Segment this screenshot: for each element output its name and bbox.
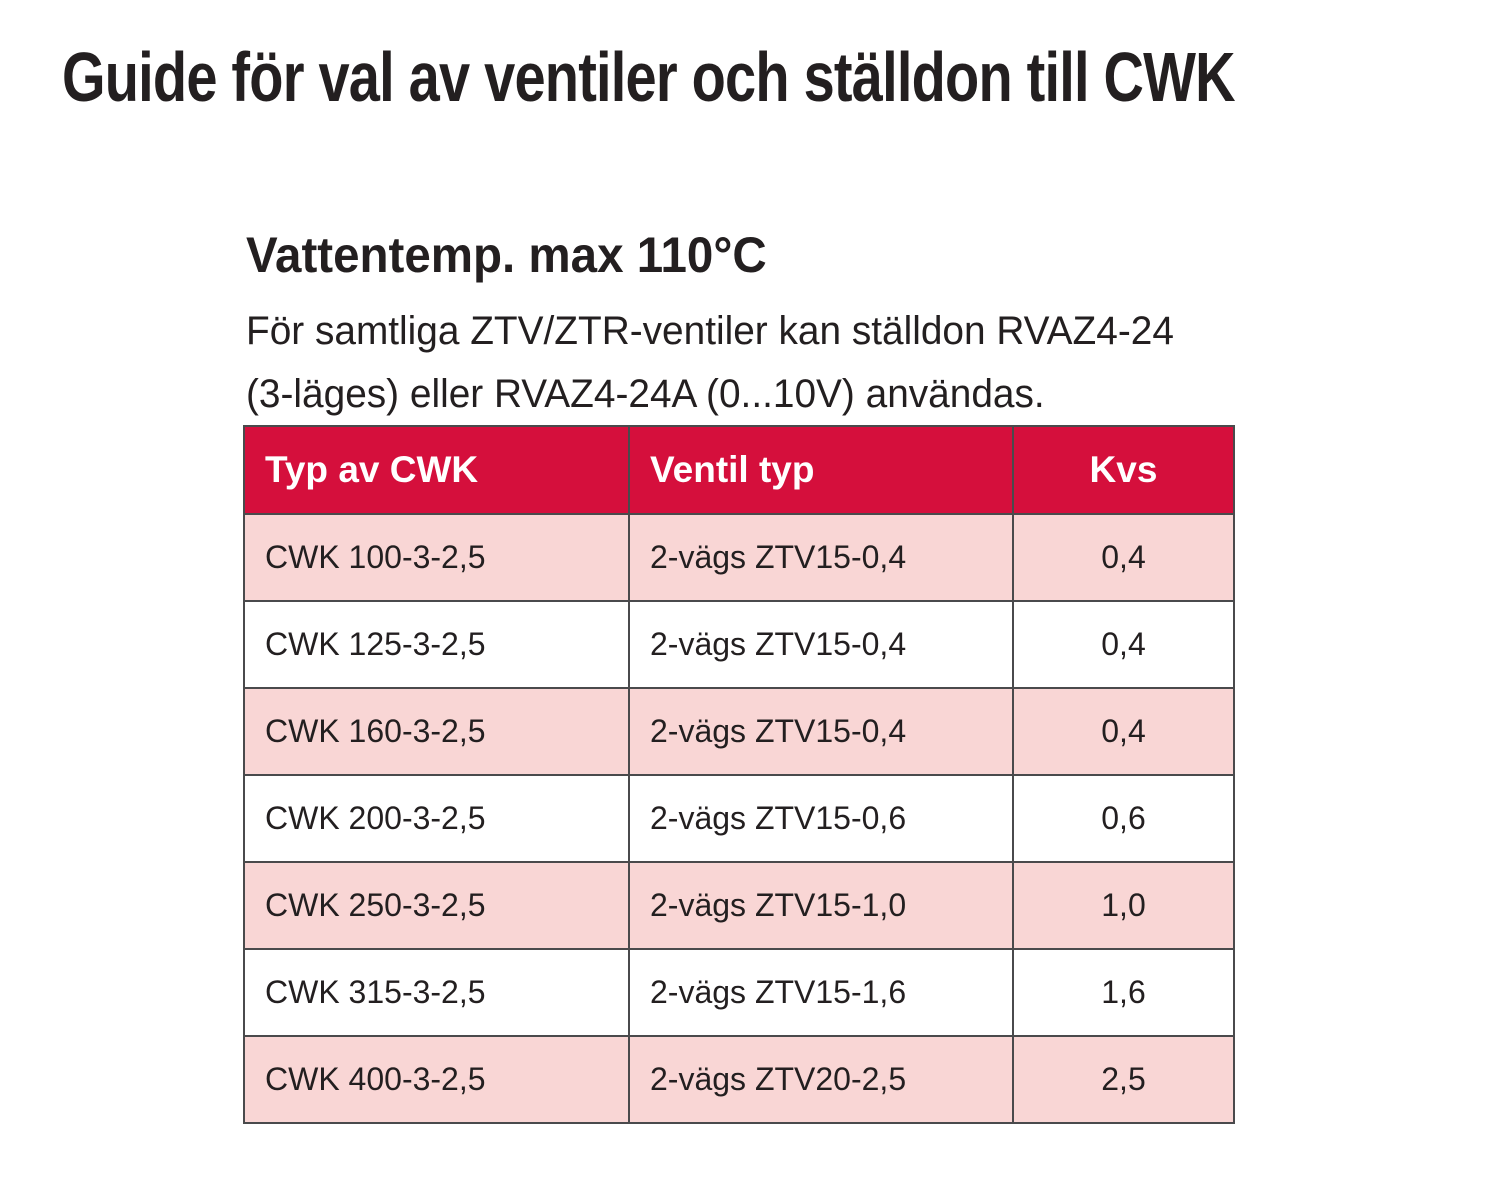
table-row: CWK 250-3-2,5 2-vägs ZTV15-1,0 1,0 [243, 861, 1235, 950]
column-header-kvs: Kvs [1012, 425, 1235, 515]
cell-kvs: 1,0 [1012, 861, 1235, 950]
cell-valve-type: 2-vägs ZTV15-0,4 [628, 600, 1014, 689]
cell-kvs: 0,6 [1012, 774, 1235, 863]
table-body: CWK 100-3-2,5 2-vägs ZTV15-0,4 0,4 CWK 125-… [243, 513, 1235, 1124]
table-row: CWK 100-3-2,5 2-vägs ZTV15-0,4 0,4 [243, 513, 1235, 602]
cell-kvs: 0,4 [1012, 513, 1235, 602]
cell-cwk-type: CWK 125-3-2,5 [243, 600, 630, 689]
cell-kvs: 1,6 [1012, 948, 1235, 1037]
cell-valve-type: 2-vägs ZTV15-0,4 [628, 513, 1014, 602]
cell-valve-type: 2-vägs ZTV15-1,6 [628, 948, 1014, 1037]
column-header-cwk-type: Typ av CWK [243, 425, 630, 515]
intro-line-1: För samtliga ZTV/ZTR-ventiler kan ställd… [246, 309, 1174, 353]
cell-kvs: 2,5 [1012, 1035, 1235, 1124]
valve-selection-table: Typ av CWK Ventil typ Kvs CWK 100-3-2,5 2… [243, 425, 1235, 1124]
header-row: Typ av CWK Ventil typ Kvs [243, 425, 1235, 515]
cell-cwk-type: CWK 400-3-2,5 [243, 1035, 630, 1124]
table-row: CWK 200-3-2,5 2-vägs ZTV15-0,6 0,6 [243, 774, 1235, 863]
table-row: CWK 400-3-2,5 2-vägs ZTV20-2,5 2,5 [243, 1035, 1235, 1124]
table-row: CWK 315-3-2,5 2-vägs ZTV15-1,6 1,6 [243, 948, 1235, 1037]
cell-valve-type: 2-vägs ZTV15-0,4 [628, 687, 1014, 776]
intro-line-2: (3-läges) eller RVAZ4-24A (0...10V) anvä… [246, 372, 1045, 416]
cell-valve-type: 2-vägs ZTV15-0,6 [628, 774, 1014, 863]
page-title: Guide för val av ventiler och ställdon t… [62, 38, 1236, 116]
cell-cwk-type: CWK 160-3-2,5 [243, 687, 630, 776]
cell-cwk-type: CWK 250-3-2,5 [243, 861, 630, 950]
section-heading: Vattentemp. max 110°C [246, 227, 767, 283]
cell-valve-type: 2-vägs ZTV15-1,0 [628, 861, 1014, 950]
cell-valve-type: 2-vägs ZTV20-2,5 [628, 1035, 1014, 1124]
table-row: CWK 160-3-2,5 2-vägs ZTV15-0,4 0,4 [243, 687, 1235, 776]
cell-cwk-type: CWK 315-3-2,5 [243, 948, 630, 1037]
cell-kvs: 0,4 [1012, 600, 1235, 689]
cell-cwk-type: CWK 100-3-2,5 [243, 513, 630, 602]
cell-kvs: 0,4 [1012, 687, 1235, 776]
column-header-valve-type: Ventil typ [628, 425, 1014, 515]
table-row: CWK 125-3-2,5 2-vägs ZTV15-0,4 0,4 [243, 600, 1235, 689]
table-header: Typ av CWK Ventil typ Kvs [243, 425, 1235, 515]
intro-text: För samtliga ZTV/ZTR-ventiler kan ställd… [246, 300, 1174, 426]
cell-cwk-type: CWK 200-3-2,5 [243, 774, 630, 863]
